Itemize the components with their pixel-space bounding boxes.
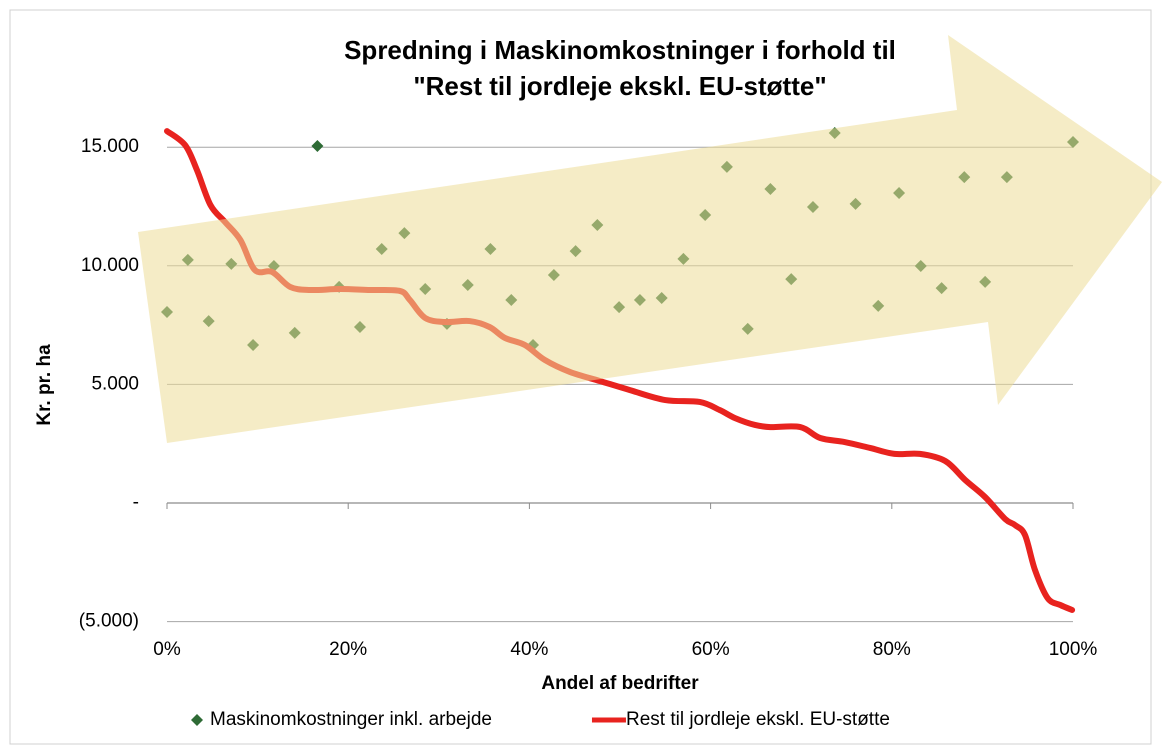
x-tick-label: 0% [153,639,181,660]
x-tick-label: 40% [510,639,548,660]
y-tick-label: 5.000 [91,373,139,394]
chart: (5.000) - 5.000 10.000 15.000 0% 20% 40% 60% 80% 1… [0,0,1162,745]
y-tick-label: (5.000) [79,611,139,632]
x-tick-label: 60% [692,639,730,660]
y-tick-label: 15.000 [81,136,139,157]
x-tick-label: 20% [329,639,367,660]
y-tick-label: - [133,492,139,513]
x-tick-label: 80% [873,639,911,660]
x-tick-label: 100% [1049,639,1098,660]
y-axis-label: Kr. pr. ha [34,344,55,426]
x-axis-label: Andel af bedrifter [541,673,699,694]
chart-title: Spredning i Maskinomkostninger i forhold… [344,35,896,65]
chart-title: "Rest til jordleje ekskl. EU-støtte" [413,71,826,101]
y-tick-label: 10.000 [81,255,139,276]
legend-label: Maskinomkostninger inkl. arbejde [210,709,492,730]
legend-label: Rest til jordleje ekskl. EU-støtte [626,709,890,730]
